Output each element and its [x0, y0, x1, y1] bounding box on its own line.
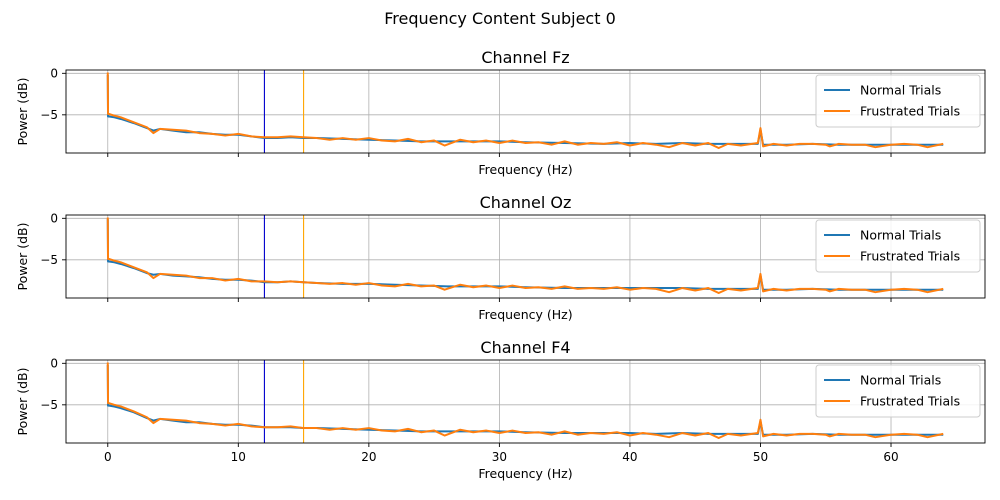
y-tick-label-0: 0 — [50, 356, 58, 370]
y-axis-label: Power (dB) — [15, 367, 30, 435]
legend-label-frustrated-trials: Frustrated Trials — [860, 104, 960, 119]
legend-box — [815, 74, 981, 128]
series-line-frustrated-trials — [106, 362, 944, 440]
series-line-frustrated-trials — [106, 217, 944, 295]
subplot-channel-oz: 0 −5 Channel Oz Frequency (Hz) Power (dB) Nor… — [15, 193, 986, 322]
subplot-title: Channel F4 — [480, 338, 570, 357]
x-tick-label-60: 60 — [883, 450, 898, 464]
plot-frame — [65, 214, 986, 299]
y-tick-label--5: −5 — [40, 253, 58, 267]
x-tick-label-30: 30 — [492, 450, 507, 464]
legend-label-normal-trials: Normal Trials — [860, 228, 941, 243]
plot-frame — [65, 69, 986, 154]
subplot-title: Channel Oz — [480, 193, 572, 212]
legend-label-normal-trials: Normal Trials — [860, 373, 941, 388]
y-axis-label: Power (dB) — [15, 222, 30, 290]
legend-label-frustrated-trials: Frustrated Trials — [860, 249, 960, 264]
x-tick-label-50: 50 — [753, 450, 768, 464]
figure-suptitle: Frequency Content Subject 0 — [384, 9, 616, 28]
y-tick-label-0: 0 — [50, 211, 58, 225]
legend: Normal Trials Frustrated Trials — [815, 364, 981, 418]
x-tick-label-0: 0 — [104, 450, 112, 464]
y-tick-label--5: −5 — [40, 108, 58, 122]
x-tick-label-10: 10 — [231, 450, 246, 464]
legend-box — [815, 219, 981, 273]
legend-label-frustrated-trials: Frustrated Trials — [860, 394, 960, 409]
legend: Normal Trials Frustrated Trials — [815, 74, 981, 128]
y-tick-label--5: −5 — [40, 398, 58, 412]
y-axis-label: Power (dB) — [15, 77, 30, 145]
legend: Normal Trials Frustrated Trials — [815, 219, 981, 273]
x-axis-label: Frequency (Hz) — [478, 162, 572, 177]
x-axis-label: Frequency (Hz) — [478, 466, 572, 481]
y-tick-label-0: 0 — [50, 66, 58, 80]
plot-frame — [65, 359, 986, 444]
x-tick-label-40: 40 — [622, 450, 637, 464]
subplot-channel-f4: 0 10 20 30 40 50 60 0 −5 Channel F4 Frequency (Hz)… — [15, 338, 986, 481]
series-line-frustrated-trials — [106, 72, 944, 150]
legend-box — [815, 364, 981, 418]
subplot-channel-fz: 0 −5 Channel Fz Frequency (Hz) Power (dB) Nor… — [15, 48, 986, 177]
x-axis-label: Frequency (Hz) — [478, 307, 572, 322]
subplot-title: Channel Fz — [481, 48, 569, 67]
legend-label-normal-trials: Normal Trials — [860, 83, 941, 98]
x-tick-label-20: 20 — [361, 450, 376, 464]
